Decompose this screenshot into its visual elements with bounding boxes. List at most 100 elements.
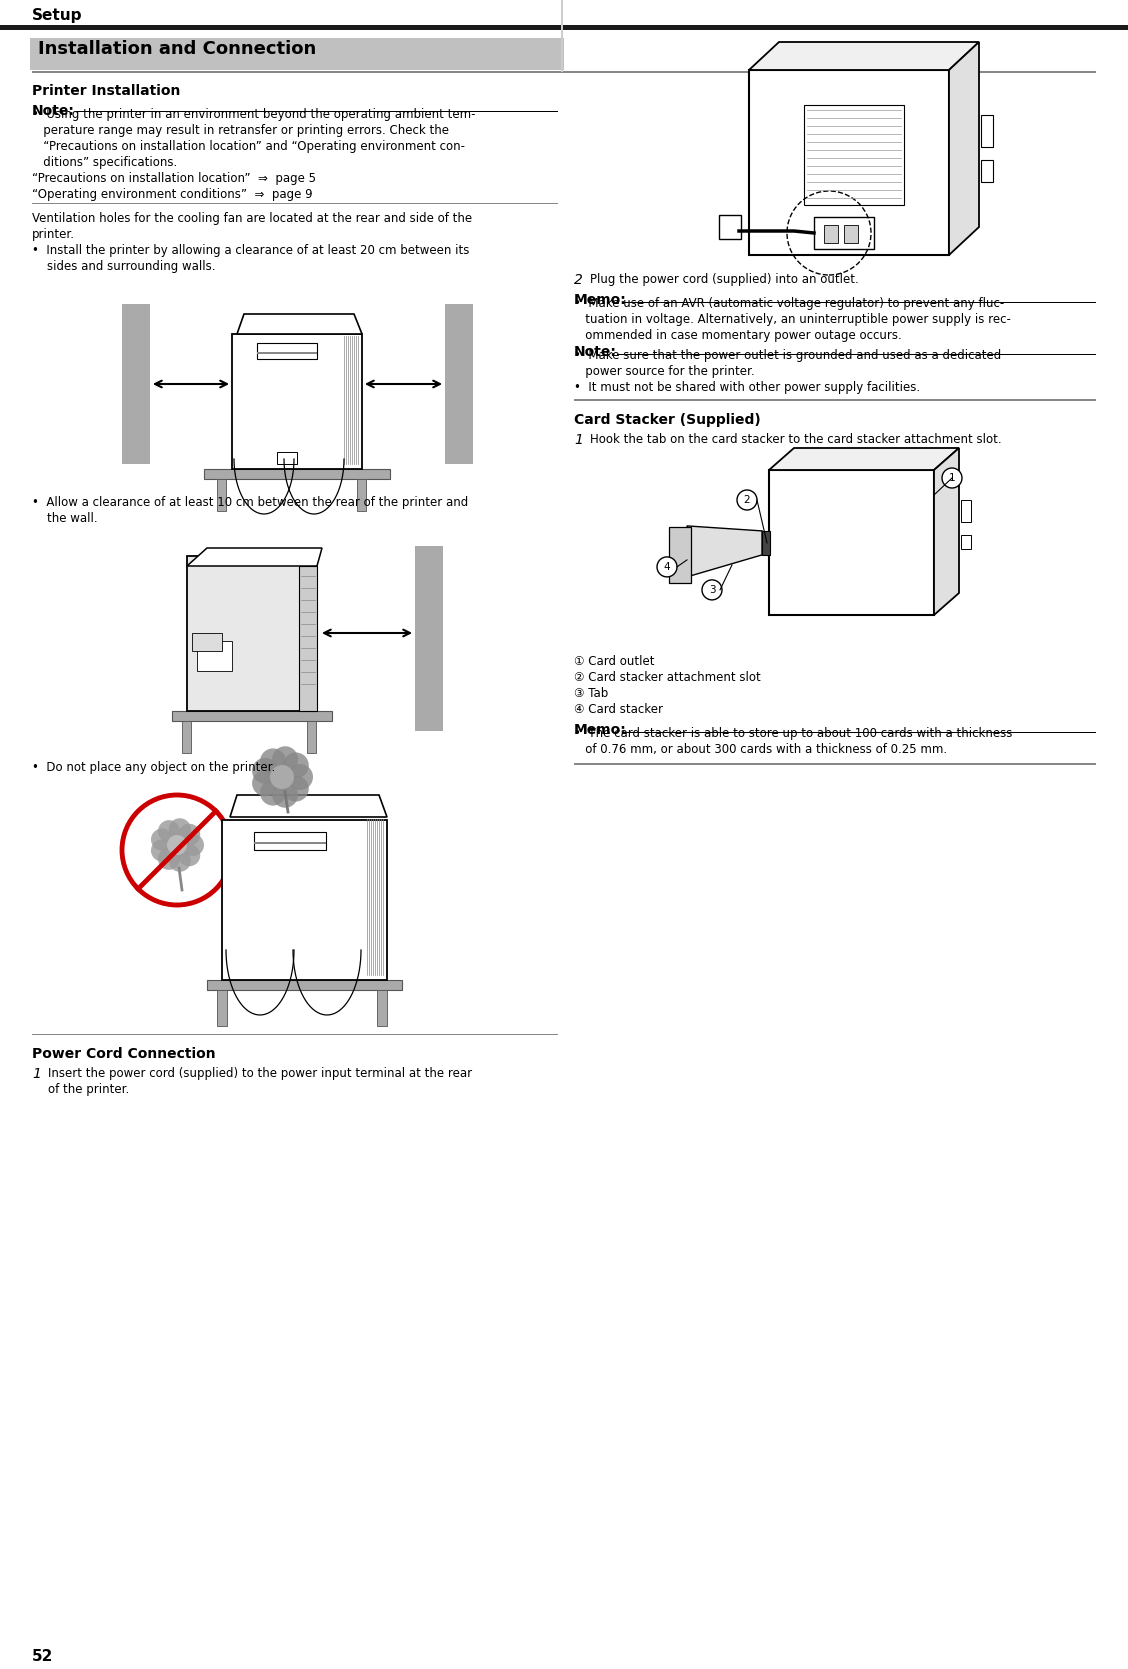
Bar (961, 536, 971, 549)
Text: Plug the power cord (supplied) into an outlet.: Plug the power cord (supplied) into an o… (590, 274, 858, 285)
Text: •  Using the printer in an environment beyond the operating ambient tem-: • Using the printer in an environment be… (32, 108, 476, 120)
Bar (277, 452, 297, 464)
Circle shape (182, 834, 204, 856)
Text: power source for the printer.: power source for the printer. (574, 366, 755, 377)
Polygon shape (687, 526, 763, 577)
Bar (561, 0, 563, 72)
Text: 4: 4 (663, 562, 670, 572)
Polygon shape (187, 547, 321, 566)
Text: 1: 1 (574, 432, 583, 447)
Bar (669, 527, 691, 582)
Text: ① Card outlet: ① Card outlet (574, 654, 654, 668)
Polygon shape (949, 42, 979, 255)
Bar (204, 469, 390, 479)
Bar (804, 105, 904, 205)
Bar (823, 225, 838, 244)
Circle shape (737, 491, 757, 511)
Polygon shape (237, 314, 362, 334)
Circle shape (259, 779, 287, 806)
Bar (749, 70, 949, 255)
Circle shape (259, 748, 287, 774)
Bar (961, 501, 971, 522)
Bar (122, 304, 150, 464)
Bar (299, 566, 317, 711)
Circle shape (272, 746, 298, 773)
Text: “Operating environment conditions”  ⇒  page 9: “Operating environment conditions” ⇒ pag… (32, 189, 312, 200)
Bar (763, 531, 770, 554)
Circle shape (272, 781, 298, 808)
Text: •  Make sure that the power outlet is grounded and used as a dedicated: • Make sure that the power outlet is gro… (574, 349, 1002, 362)
Circle shape (942, 467, 962, 487)
Bar (197, 641, 232, 671)
Text: Note:: Note: (574, 345, 617, 359)
Text: 2: 2 (574, 274, 583, 287)
Bar (187, 556, 317, 711)
Text: “Precautions on installation location” and “Operating environment con-: “Precautions on installation location” a… (32, 140, 465, 154)
Circle shape (151, 840, 173, 861)
Bar (719, 215, 741, 239)
Text: ③ Tab: ③ Tab (574, 688, 608, 699)
Bar (192, 633, 222, 651)
Bar (981, 160, 993, 182)
Text: sides and surrounding walls.: sides and surrounding walls. (32, 260, 215, 274)
Bar (377, 990, 387, 1026)
Bar (769, 471, 934, 614)
Text: “Precautions on installation location”  ⇒  page 5: “Precautions on installation location” ⇒… (32, 172, 316, 185)
Bar (208, 980, 402, 990)
Bar (415, 546, 443, 731)
Circle shape (702, 579, 722, 599)
Text: Printer Installation: Printer Installation (32, 83, 180, 98)
Text: 1: 1 (949, 472, 955, 482)
Bar (446, 304, 473, 464)
Circle shape (169, 850, 191, 871)
Polygon shape (230, 794, 387, 818)
Text: Insert the power cord (supplied) to the power input terminal at the rear: Insert the power cord (supplied) to the … (49, 1066, 473, 1080)
Bar (981, 115, 993, 147)
Circle shape (270, 764, 294, 789)
Circle shape (178, 824, 201, 846)
Polygon shape (769, 447, 959, 471)
Text: Card Stacker (Supplied): Card Stacker (Supplied) (574, 412, 760, 427)
Circle shape (178, 845, 201, 866)
Text: 52: 52 (32, 1649, 53, 1664)
Text: Setup: Setup (32, 8, 82, 23)
Text: Ventilation holes for the cooling fan are located at the rear and side of the: Ventilation holes for the cooling fan ar… (32, 212, 473, 225)
Text: Hook the tab on the card stacker to the card stacker attachment slot.: Hook the tab on the card stacker to the … (590, 432, 1002, 446)
Circle shape (252, 769, 279, 796)
Bar (814, 217, 874, 249)
Circle shape (283, 776, 309, 801)
Text: ② Card stacker attachment slot: ② Card stacker attachment slot (574, 671, 760, 684)
Text: Memo:: Memo: (574, 723, 627, 738)
Circle shape (151, 828, 173, 851)
Text: 2: 2 (743, 496, 750, 506)
Bar (171, 711, 332, 721)
Circle shape (169, 818, 191, 840)
Bar (356, 479, 365, 511)
Text: the wall.: the wall. (32, 512, 98, 526)
Polygon shape (749, 42, 979, 70)
Text: ommended in case momentary power outage occurs.: ommended in case momentary power outage … (574, 329, 901, 342)
Bar (182, 721, 191, 753)
Bar (307, 721, 316, 753)
Text: tuation in voltage. Alternatively, an uninterruptible power supply is rec-: tuation in voltage. Alternatively, an un… (574, 314, 1011, 325)
Bar (0, 25, 1128, 30)
Bar (254, 841, 326, 845)
Bar (217, 479, 226, 511)
Bar (232, 334, 362, 469)
Text: ditions” specifications.: ditions” specifications. (32, 155, 177, 169)
Circle shape (656, 557, 677, 577)
Bar (254, 833, 326, 850)
Circle shape (283, 753, 309, 778)
Text: •  Install the printer by allowing a clearance of at least 20 cm between its: • Install the printer by allowing a clea… (32, 244, 469, 257)
Text: Power Cord Connection: Power Cord Connection (32, 1046, 215, 1061)
Circle shape (167, 834, 187, 855)
Polygon shape (934, 447, 959, 614)
Text: Memo:: Memo: (574, 294, 627, 307)
Text: •  Make use of an AVR (automatic voltage regulator) to prevent any fluc-: • Make use of an AVR (automatic voltage … (574, 297, 1004, 310)
Text: printer.: printer. (32, 229, 74, 240)
Text: of 0.76 mm, or about 300 cards with a thickness of 0.25 mm.: of 0.76 mm, or about 300 cards with a th… (574, 743, 948, 756)
Bar (30, 38, 564, 70)
Text: •  It must not be shared with other power supply facilities.: • It must not be shared with other power… (574, 381, 920, 394)
Circle shape (158, 819, 180, 843)
Bar (257, 352, 317, 354)
